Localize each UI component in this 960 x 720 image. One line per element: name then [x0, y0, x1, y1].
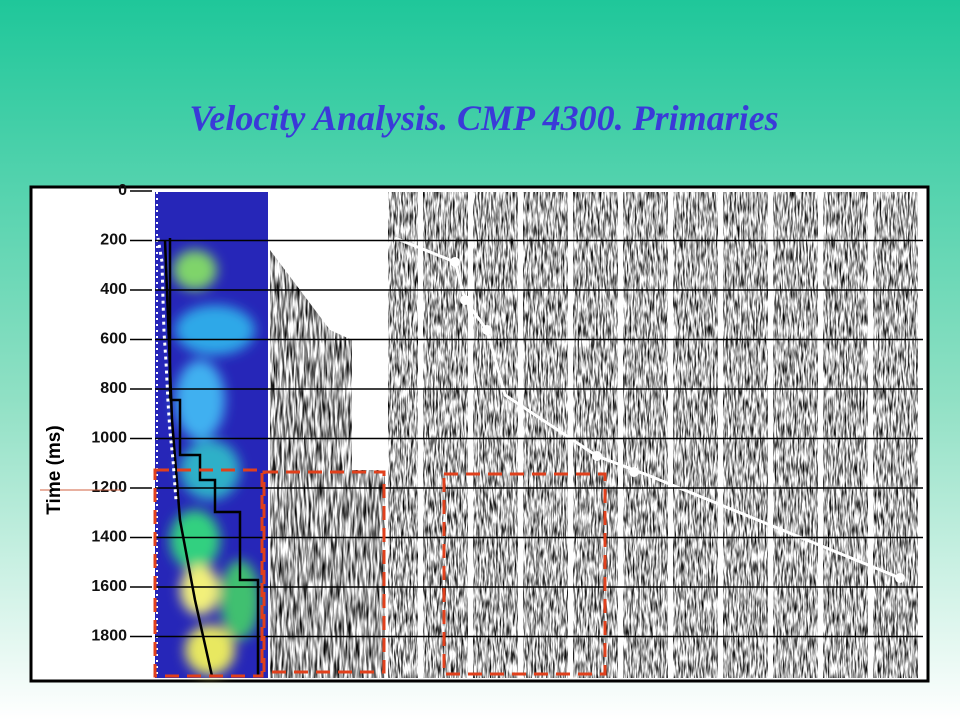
slide-title: Velocity Analysis. CMP 4300. Primaries	[189, 98, 778, 138]
axis-label: Time (ms)	[44, 425, 65, 514]
velocity-spectrum	[155, 192, 268, 678]
moveout-dots	[450, 257, 905, 583]
y-tick-label: 0	[118, 182, 127, 199]
panel-gap	[418, 192, 423, 678]
y-tick-label: 1800	[91, 628, 127, 645]
panel-gap	[518, 192, 523, 678]
picked-velocity-step	[168, 238, 260, 676]
y-tick-label: 1200	[91, 479, 127, 496]
y-tick-label: 1600	[91, 578, 127, 595]
y-tick-label: 600	[100, 331, 127, 348]
spectrum-energy	[170, 250, 260, 675]
interval-curve	[163, 239, 214, 677]
panel-gap	[568, 192, 573, 678]
highlight-box	[442, 472, 607, 676]
moveout-curve	[394, 236, 901, 580]
highlight-box	[153, 468, 264, 678]
panel-gap	[918, 192, 923, 678]
panel-gap	[718, 192, 723, 678]
mute-zone	[270, 192, 386, 470]
panel-gap	[818, 192, 823, 678]
y-tick-label: 200	[100, 232, 127, 249]
highlight-boxes	[153, 468, 607, 678]
panel-gap	[768, 192, 773, 678]
y-tick-label: 1400	[91, 529, 127, 546]
panel-gap	[468, 192, 473, 678]
velocity-panels	[388, 192, 923, 678]
time-lines	[155, 239, 923, 638]
panel-gap	[868, 192, 873, 678]
y-tick-label: 1000	[91, 430, 127, 447]
seismic-gathers	[270, 192, 923, 678]
panel-gap	[618, 192, 623, 678]
highlight-box	[262, 470, 386, 674]
panel-gap	[668, 192, 673, 678]
panel-gaps	[418, 192, 923, 678]
picked-points	[156, 237, 178, 501]
time-axis: 0 200 400 600 800 1000 1200 1400 1600 1800	[91, 182, 152, 645]
y-tick-label: 800	[100, 380, 127, 397]
y-tick-label: 400	[100, 281, 127, 298]
